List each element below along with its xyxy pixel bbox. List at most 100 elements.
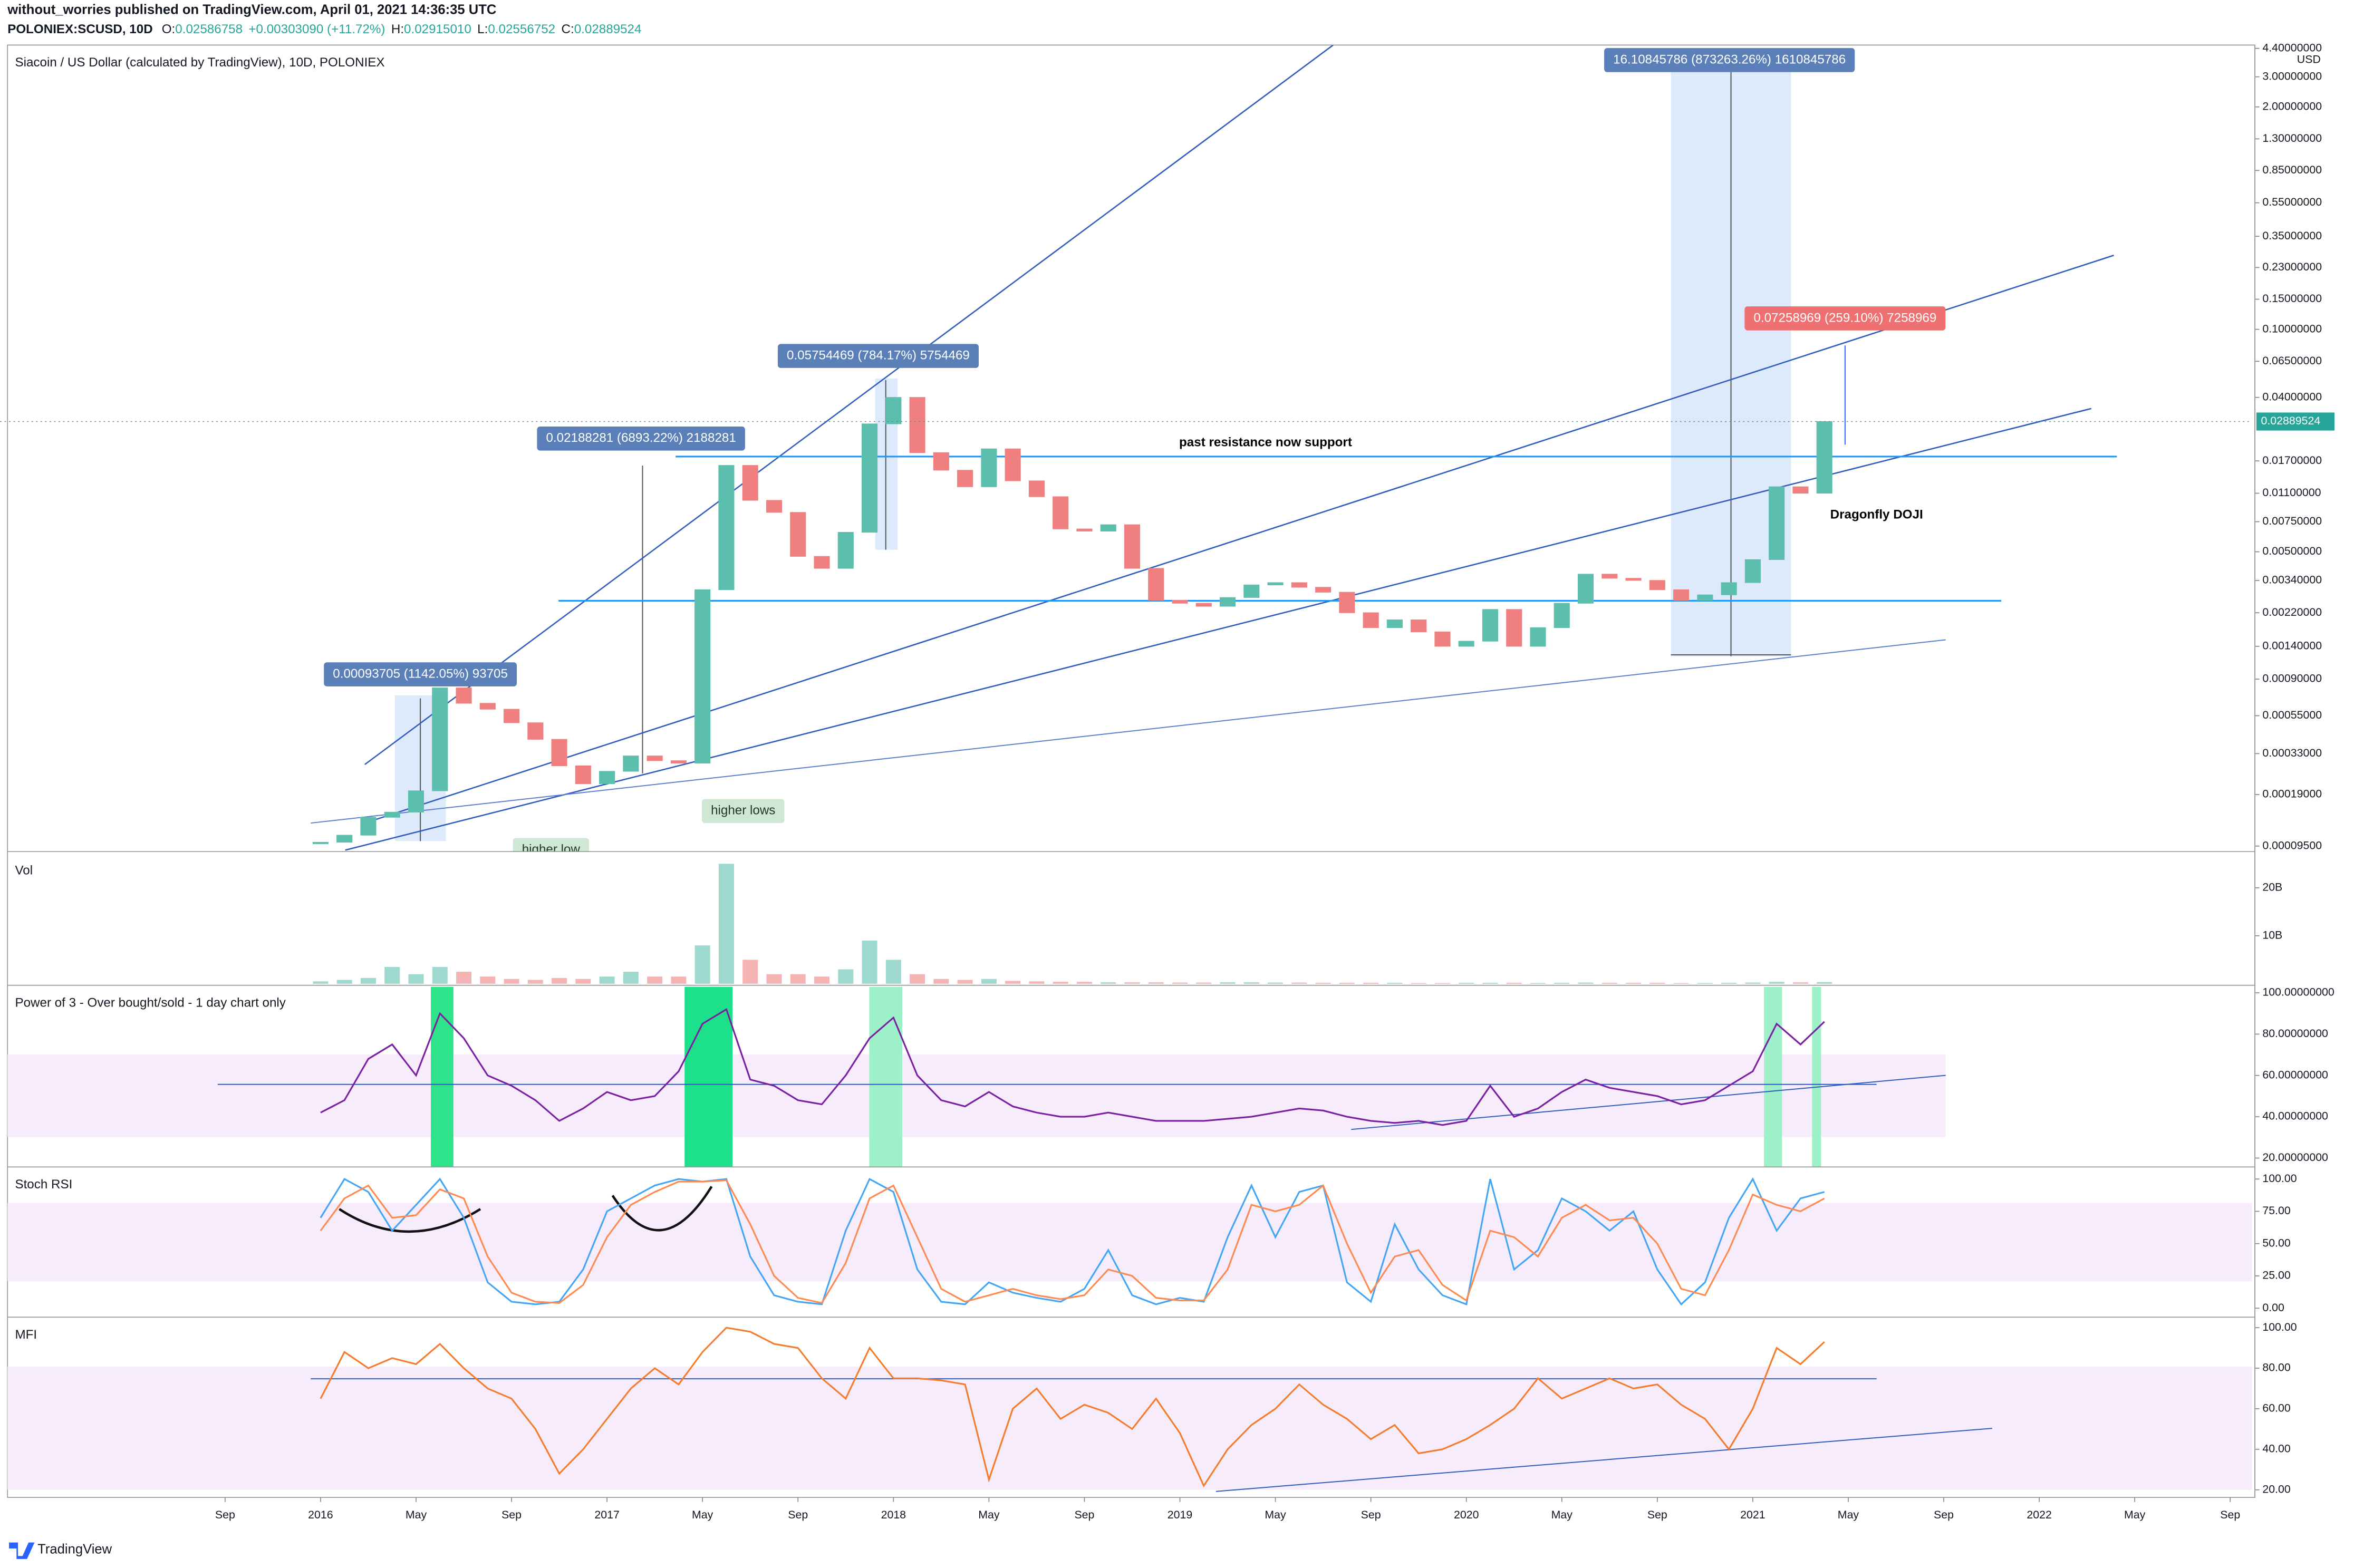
indicator-line [320,1179,1825,1304]
quote-value: 0.02889524 [574,22,642,36]
signal-zone [431,986,454,1167]
candle [1482,609,1499,642]
candle [1506,609,1522,647]
volume-bar [1578,982,1594,984]
candle [503,709,520,723]
quote-label: L: [477,22,488,36]
x-tick-label: 2020 [1454,1508,1479,1521]
candle [742,465,758,501]
x-tick-label: Sep [788,1508,808,1521]
volume-bar [1554,983,1570,984]
volume-bar [1196,982,1212,984]
trend-line [364,255,2114,824]
volume-bar [1339,983,1355,984]
volume-bar [1530,983,1546,984]
volume-bar [1243,982,1259,984]
candle [1530,627,1546,647]
pattern-arc [339,1208,481,1233]
volume-bar [1721,983,1737,984]
quote-label: O: [162,22,176,36]
mfi-panel [320,1327,1825,1488]
y-tick-label: 0.00500000 [2262,545,2322,557]
candle [1744,559,1761,583]
y-tick-label: 60.00000000 [2262,1068,2328,1081]
volume-bar [480,976,496,984]
candle [837,532,854,569]
volume-bar [862,940,877,984]
stoch-panel [320,1177,1825,1306]
candle [1124,524,1141,569]
panel-title: Stoch RSI [15,1177,72,1192]
volume-panel [313,864,1832,984]
x-tick-label: Sep [215,1508,235,1521]
annotation: 0.05754469 (784.17%) 5754469 [787,349,970,363]
y-tick-label: 0.00220000 [2262,606,2322,618]
x-tick-label: Sep [2220,1508,2240,1521]
candle [1792,486,1809,494]
candle [909,397,925,453]
candle [981,448,997,487]
candle [1267,582,1284,585]
volume-bar [504,979,519,984]
candle [479,703,496,710]
candle [456,688,472,704]
volume-bar [1005,981,1021,984]
annotation: higher low [522,843,581,857]
volume-bar [408,974,424,984]
x-tick-label: May [1551,1508,1573,1521]
panel-title: MFI [15,1328,37,1342]
candle [1339,592,1355,613]
y-tick-label: 0.00033000 [2262,747,2322,759]
x-tick-label: May [1838,1508,1859,1521]
volume-bar [1697,983,1713,984]
y-tick-label: 10B [2262,928,2282,941]
volume-bar [910,974,925,984]
annotation-box [1604,48,1855,72]
candle [1053,496,1069,529]
candle [1649,580,1665,591]
candle [1769,486,1785,560]
candle [933,452,949,471]
panel-title: Siacoin / US Dollar (calculated by Tradi… [15,55,384,70]
price-panel: 16.10845786 (873263.26%) 1610845786 0.072… [0,48,2252,857]
candle [1386,620,1403,628]
y-tick-label: 0.06500000 [2262,354,2322,367]
x-tick-label: May [2124,1508,2146,1521]
candle [1291,582,1307,588]
y-tick-label: 60.00 [2262,1402,2291,1415]
volume-bar [1459,983,1474,984]
candle [1602,574,1618,579]
candle [670,760,687,764]
y-tick-label: 0.00055000 [2262,709,2322,721]
y-tick-label: 100.00 [2262,1321,2297,1333]
y-tick-label: 0.01700000 [2262,454,2322,467]
volume-bar [313,981,329,984]
last-price-label: 0.02889524 [2261,414,2320,427]
volume-bar [575,979,591,984]
candle [336,835,353,843]
trend-line [1351,1075,1946,1130]
y-tick-label: 100.00 [2262,1172,2297,1185]
signal-zone [1764,986,1782,1167]
x-tick-label: May [978,1508,1000,1521]
volume-bar [1101,982,1116,984]
volume-bar [1268,982,1284,984]
trend-line [311,639,1946,824]
signal-zone [1812,986,1821,1167]
y-tick-label: 80.00000000 [2262,1027,2328,1040]
y-unit: USD [2297,53,2321,66]
volume-bar [838,969,854,984]
indicator-line [320,1177,1825,1306]
volume-bar [1124,982,1140,984]
y-tick-label: 0.35000000 [2262,229,2322,242]
y-tick-label: 0.55000000 [2262,196,2322,208]
candle [766,500,783,513]
signal-zone [869,986,903,1167]
candle [718,465,735,591]
volume-bar [671,976,687,984]
volume-bar [790,974,806,984]
annotation: past resistance now support [1179,435,1352,450]
candle [527,722,544,740]
y-tick-label: 2.00000000 [2262,100,2322,112]
